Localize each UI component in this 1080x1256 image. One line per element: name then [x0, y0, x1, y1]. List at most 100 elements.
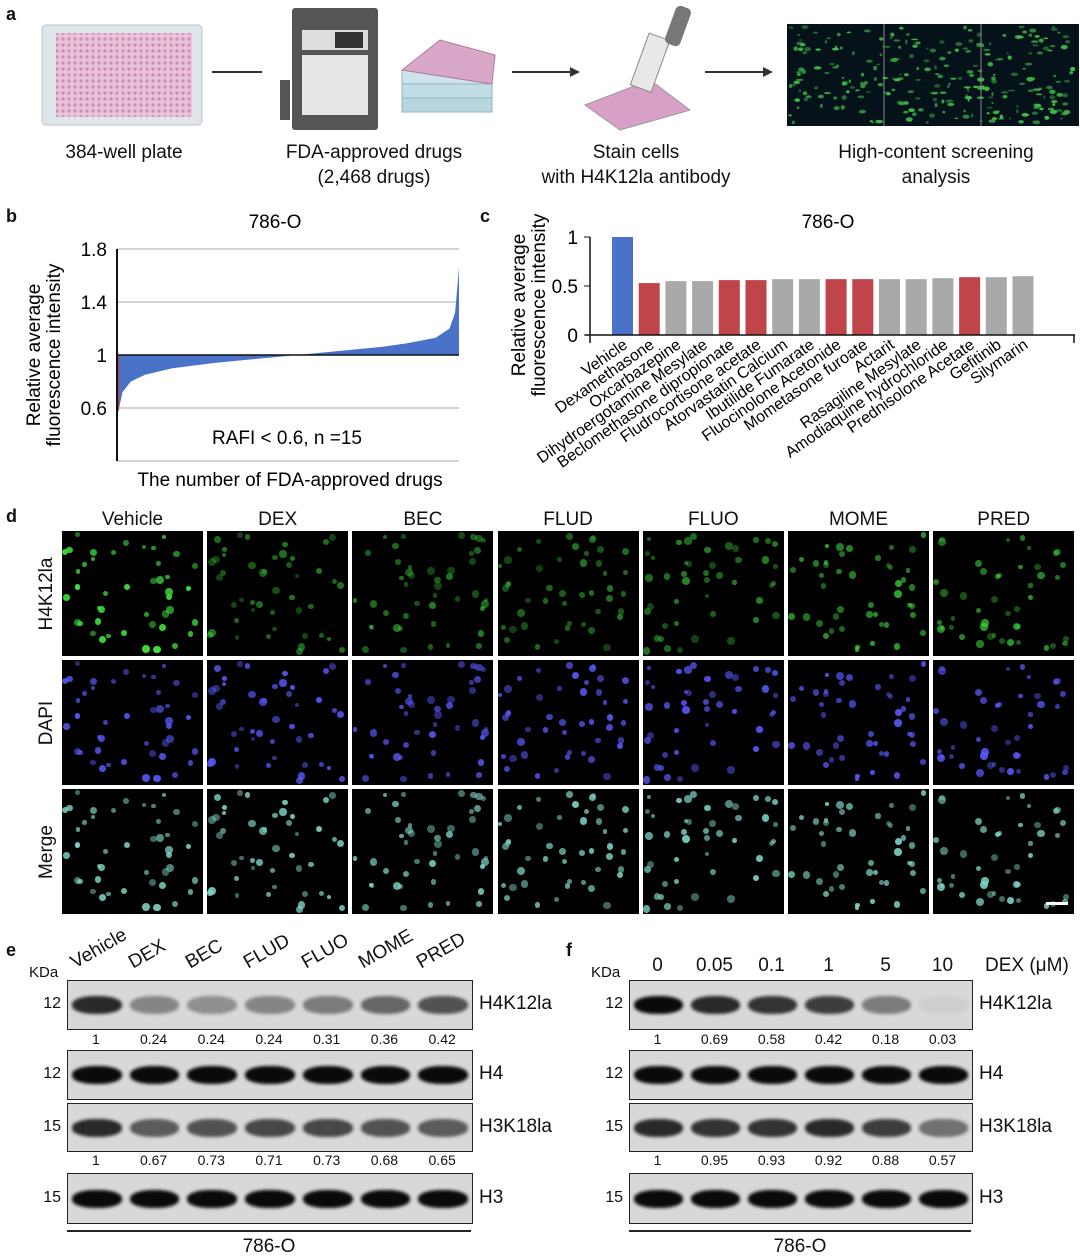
nucleus	[828, 757, 835, 764]
cell-mark	[1062, 35, 1070, 39]
nucleus	[73, 619, 81, 626]
nucleus	[222, 676, 227, 681]
nucleus	[704, 675, 711, 682]
nucleus	[557, 815, 562, 820]
nucleus	[683, 560, 689, 566]
nucleus	[318, 890, 325, 897]
cell-mark	[1062, 102, 1069, 106]
nucleus	[1037, 700, 1046, 709]
bar-actarit	[879, 279, 900, 335]
nucleus	[658, 765, 665, 772]
nucleus	[553, 767, 559, 774]
nucleus	[272, 586, 281, 595]
cell-mark	[884, 45, 891, 48]
nucleus	[148, 620, 157, 629]
quantification-value: 0.42	[428, 1031, 456, 1047]
nucleus	[895, 709, 902, 716]
nucleus	[981, 619, 989, 627]
nucleus	[1028, 583, 1033, 588]
nucleus	[122, 668, 129, 675]
nucleus	[239, 726, 244, 732]
nucleus	[82, 820, 87, 826]
cell-mark	[876, 63, 880, 66]
nucleus	[1043, 774, 1050, 780]
micrograph-merge-dex	[207, 789, 349, 914]
nucleus	[142, 903, 150, 911]
cell-mark	[971, 113, 974, 118]
quantification-value: 0.65	[428, 1152, 456, 1168]
nucleus	[328, 663, 336, 670]
nucleus	[142, 774, 150, 782]
nucleus	[525, 726, 531, 733]
cell-mark	[935, 73, 940, 76]
nucleus	[536, 797, 542, 803]
nucleus	[689, 533, 698, 541]
nucleus	[123, 583, 131, 591]
nucleus	[854, 647, 860, 653]
nucleus	[908, 713, 915, 720]
nucleus	[583, 679, 590, 686]
nucleus	[483, 597, 488, 602]
nucleus	[369, 857, 378, 866]
quantification-value: 1	[653, 1031, 662, 1047]
nucleus	[588, 719, 595, 725]
blot-h3k18la	[629, 1103, 973, 1152]
nucleus	[408, 565, 413, 570]
nucleus	[893, 901, 901, 909]
blot-h4	[67, 1050, 473, 1100]
nucleus	[650, 813, 656, 818]
nucleus	[991, 890, 997, 896]
nucleus	[432, 593, 438, 599]
nucleus	[187, 631, 194, 637]
cell-mark	[860, 72, 865, 77]
nucleus	[845, 545, 853, 553]
nucleus	[427, 902, 433, 908]
cell-mark	[926, 47, 929, 50]
cell-mark	[988, 119, 996, 123]
band	[72, 996, 122, 1014]
nucleus	[75, 842, 81, 848]
nucleus	[959, 891, 966, 898]
nucleus	[248, 819, 256, 828]
step-label-plate: 384-well plate	[65, 142, 183, 163]
nucleus	[772, 740, 780, 749]
nucleus	[939, 589, 948, 597]
nucleus	[237, 790, 243, 796]
nucleus	[832, 613, 840, 620]
cell-mark	[957, 76, 963, 81]
cell-mark	[1021, 113, 1030, 117]
cell-mark	[937, 74, 944, 79]
nucleus	[886, 562, 892, 568]
nucleus	[434, 834, 441, 842]
nucleus	[121, 759, 128, 766]
nucleus	[475, 534, 483, 543]
cell-mark	[899, 73, 903, 76]
nucleus	[673, 856, 680, 863]
quantification-value: 0.92	[814, 1152, 843, 1168]
nucleus	[302, 891, 309, 898]
nucleus	[338, 647, 345, 654]
nucleus	[382, 738, 389, 745]
nucleus	[663, 702, 670, 709]
nucleus	[893, 643, 901, 651]
nucleus	[315, 696, 323, 704]
nucleus	[470, 662, 477, 670]
cell-mark	[889, 58, 893, 62]
nucleus	[854, 905, 860, 911]
nucleus	[230, 730, 237, 738]
lane-label: 10	[931, 955, 954, 976]
nucleus	[171, 900, 179, 908]
nucleus	[1062, 893, 1070, 901]
cell-mark	[991, 92, 994, 96]
nucleus	[222, 811, 227, 816]
nucleus	[509, 755, 517, 763]
nucleus	[838, 808, 846, 816]
nucleus	[141, 802, 146, 808]
nucleus	[815, 620, 823, 628]
row-label: H4K12la	[36, 557, 57, 630]
nucleus	[234, 875, 240, 882]
band	[302, 1118, 353, 1137]
micrograph-h4k12la-mome	[788, 531, 929, 656]
nucleus	[432, 722, 438, 728]
nucleus	[645, 574, 653, 582]
